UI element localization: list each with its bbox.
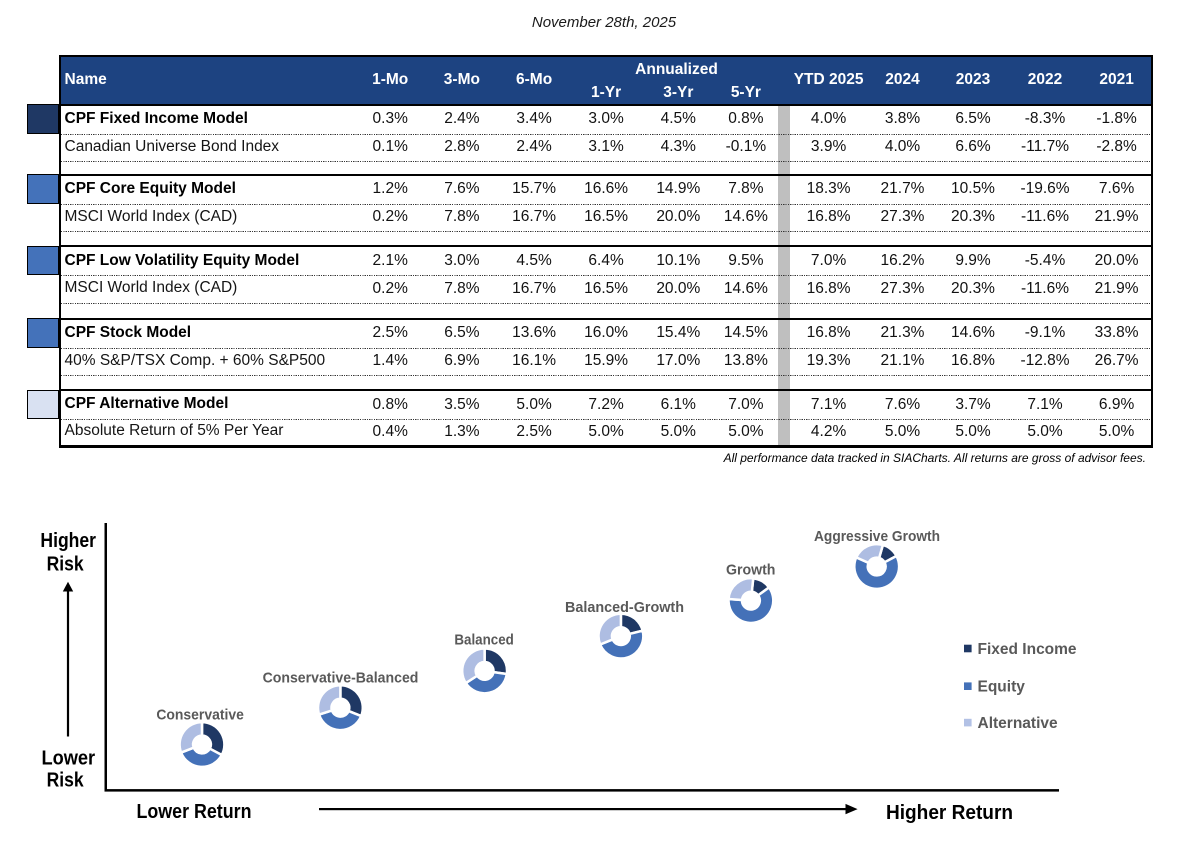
svg-text:Conservative: Conservative [156, 707, 244, 724]
svg-text:Equity: Equity [978, 679, 1026, 696]
svg-text:Conservative-Balanced: Conservative-Balanced [263, 670, 419, 687]
svg-text:Balanced: Balanced [454, 632, 514, 649]
svg-text:Risk: Risk [47, 770, 85, 792]
svg-text:Lower: Lower [41, 747, 95, 769]
svg-text:Higher: Higher [40, 530, 96, 552]
svg-text:Balanced-Growth: Balanced-Growth [565, 599, 684, 616]
svg-text:Risk: Risk [47, 554, 85, 576]
svg-text:Growth: Growth [726, 561, 776, 578]
svg-text:Fixed Income: Fixed Income [978, 641, 1077, 658]
svg-text:Lower Return: Lower Return [137, 801, 252, 823]
svg-text:Aggressive Growth: Aggressive Growth [814, 528, 940, 545]
svg-text:Higher Return: Higher Return [886, 802, 1013, 824]
svg-text:Alternative: Alternative [978, 715, 1058, 732]
